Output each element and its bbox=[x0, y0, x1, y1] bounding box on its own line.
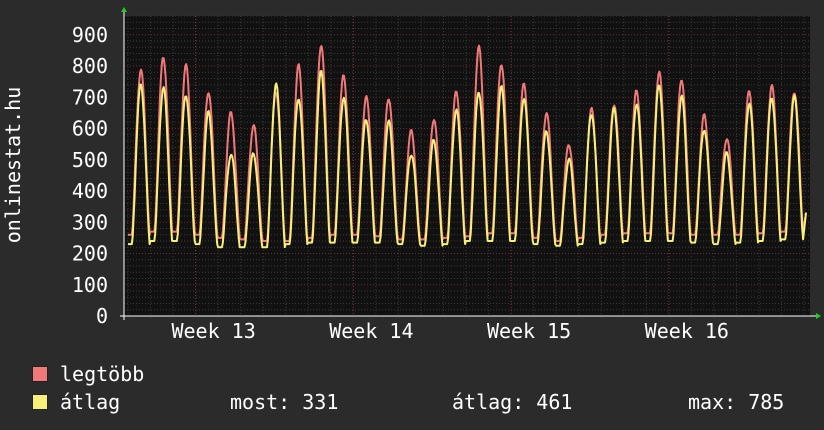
traffic-chart: 0 100 200 300 400 500 600 700 800 900 Week 13 Week … bbox=[1, 7, 821, 343]
y-tick-label: 600 bbox=[72, 117, 108, 141]
x-axis-arrow bbox=[816, 313, 821, 319]
legend-label-avg: átlag bbox=[60, 390, 121, 414]
stat-max: max: 785 bbox=[688, 390, 785, 414]
x-tick-label: Week 16 bbox=[645, 319, 729, 343]
y-tick-label: 100 bbox=[72, 273, 108, 297]
y-tick-label: 400 bbox=[72, 179, 108, 203]
legend-label-max: legtöbb bbox=[60, 362, 145, 386]
stat-avg: átlag: 461 bbox=[452, 390, 573, 414]
y-tick-label: 900 bbox=[72, 23, 108, 47]
y-axis-label: onlinestat.hu bbox=[1, 87, 25, 244]
y-tick-label: 300 bbox=[72, 210, 108, 234]
y-tick-label: 0 bbox=[96, 304, 108, 328]
x-tick-label: Week 13 bbox=[171, 319, 255, 343]
tick-labels: 0 100 200 300 400 500 600 700 800 900 Week 13 Week … bbox=[72, 23, 729, 343]
series-line-max bbox=[127, 44, 807, 242]
y-tick-label: 500 bbox=[72, 148, 108, 172]
legend-item-max: legtöbb bbox=[32, 362, 144, 386]
x-tick-label: Week 15 bbox=[487, 319, 571, 343]
series-line-avg bbox=[127, 70, 807, 249]
x-tick-label: Week 14 bbox=[329, 319, 413, 343]
series-group bbox=[127, 44, 807, 249]
legend-swatch-avg bbox=[32, 394, 48, 410]
y-tick-label: 700 bbox=[72, 85, 108, 109]
y-tick-label: 800 bbox=[72, 54, 108, 78]
legend-swatch-max bbox=[32, 366, 48, 382]
stat-now: most: 331 bbox=[230, 390, 339, 414]
y-tick-label: 200 bbox=[72, 242, 108, 266]
axes bbox=[120, 7, 821, 320]
legend-item-avg: átlag bbox=[32, 390, 120, 414]
y-axis-arrow bbox=[121, 7, 127, 12]
